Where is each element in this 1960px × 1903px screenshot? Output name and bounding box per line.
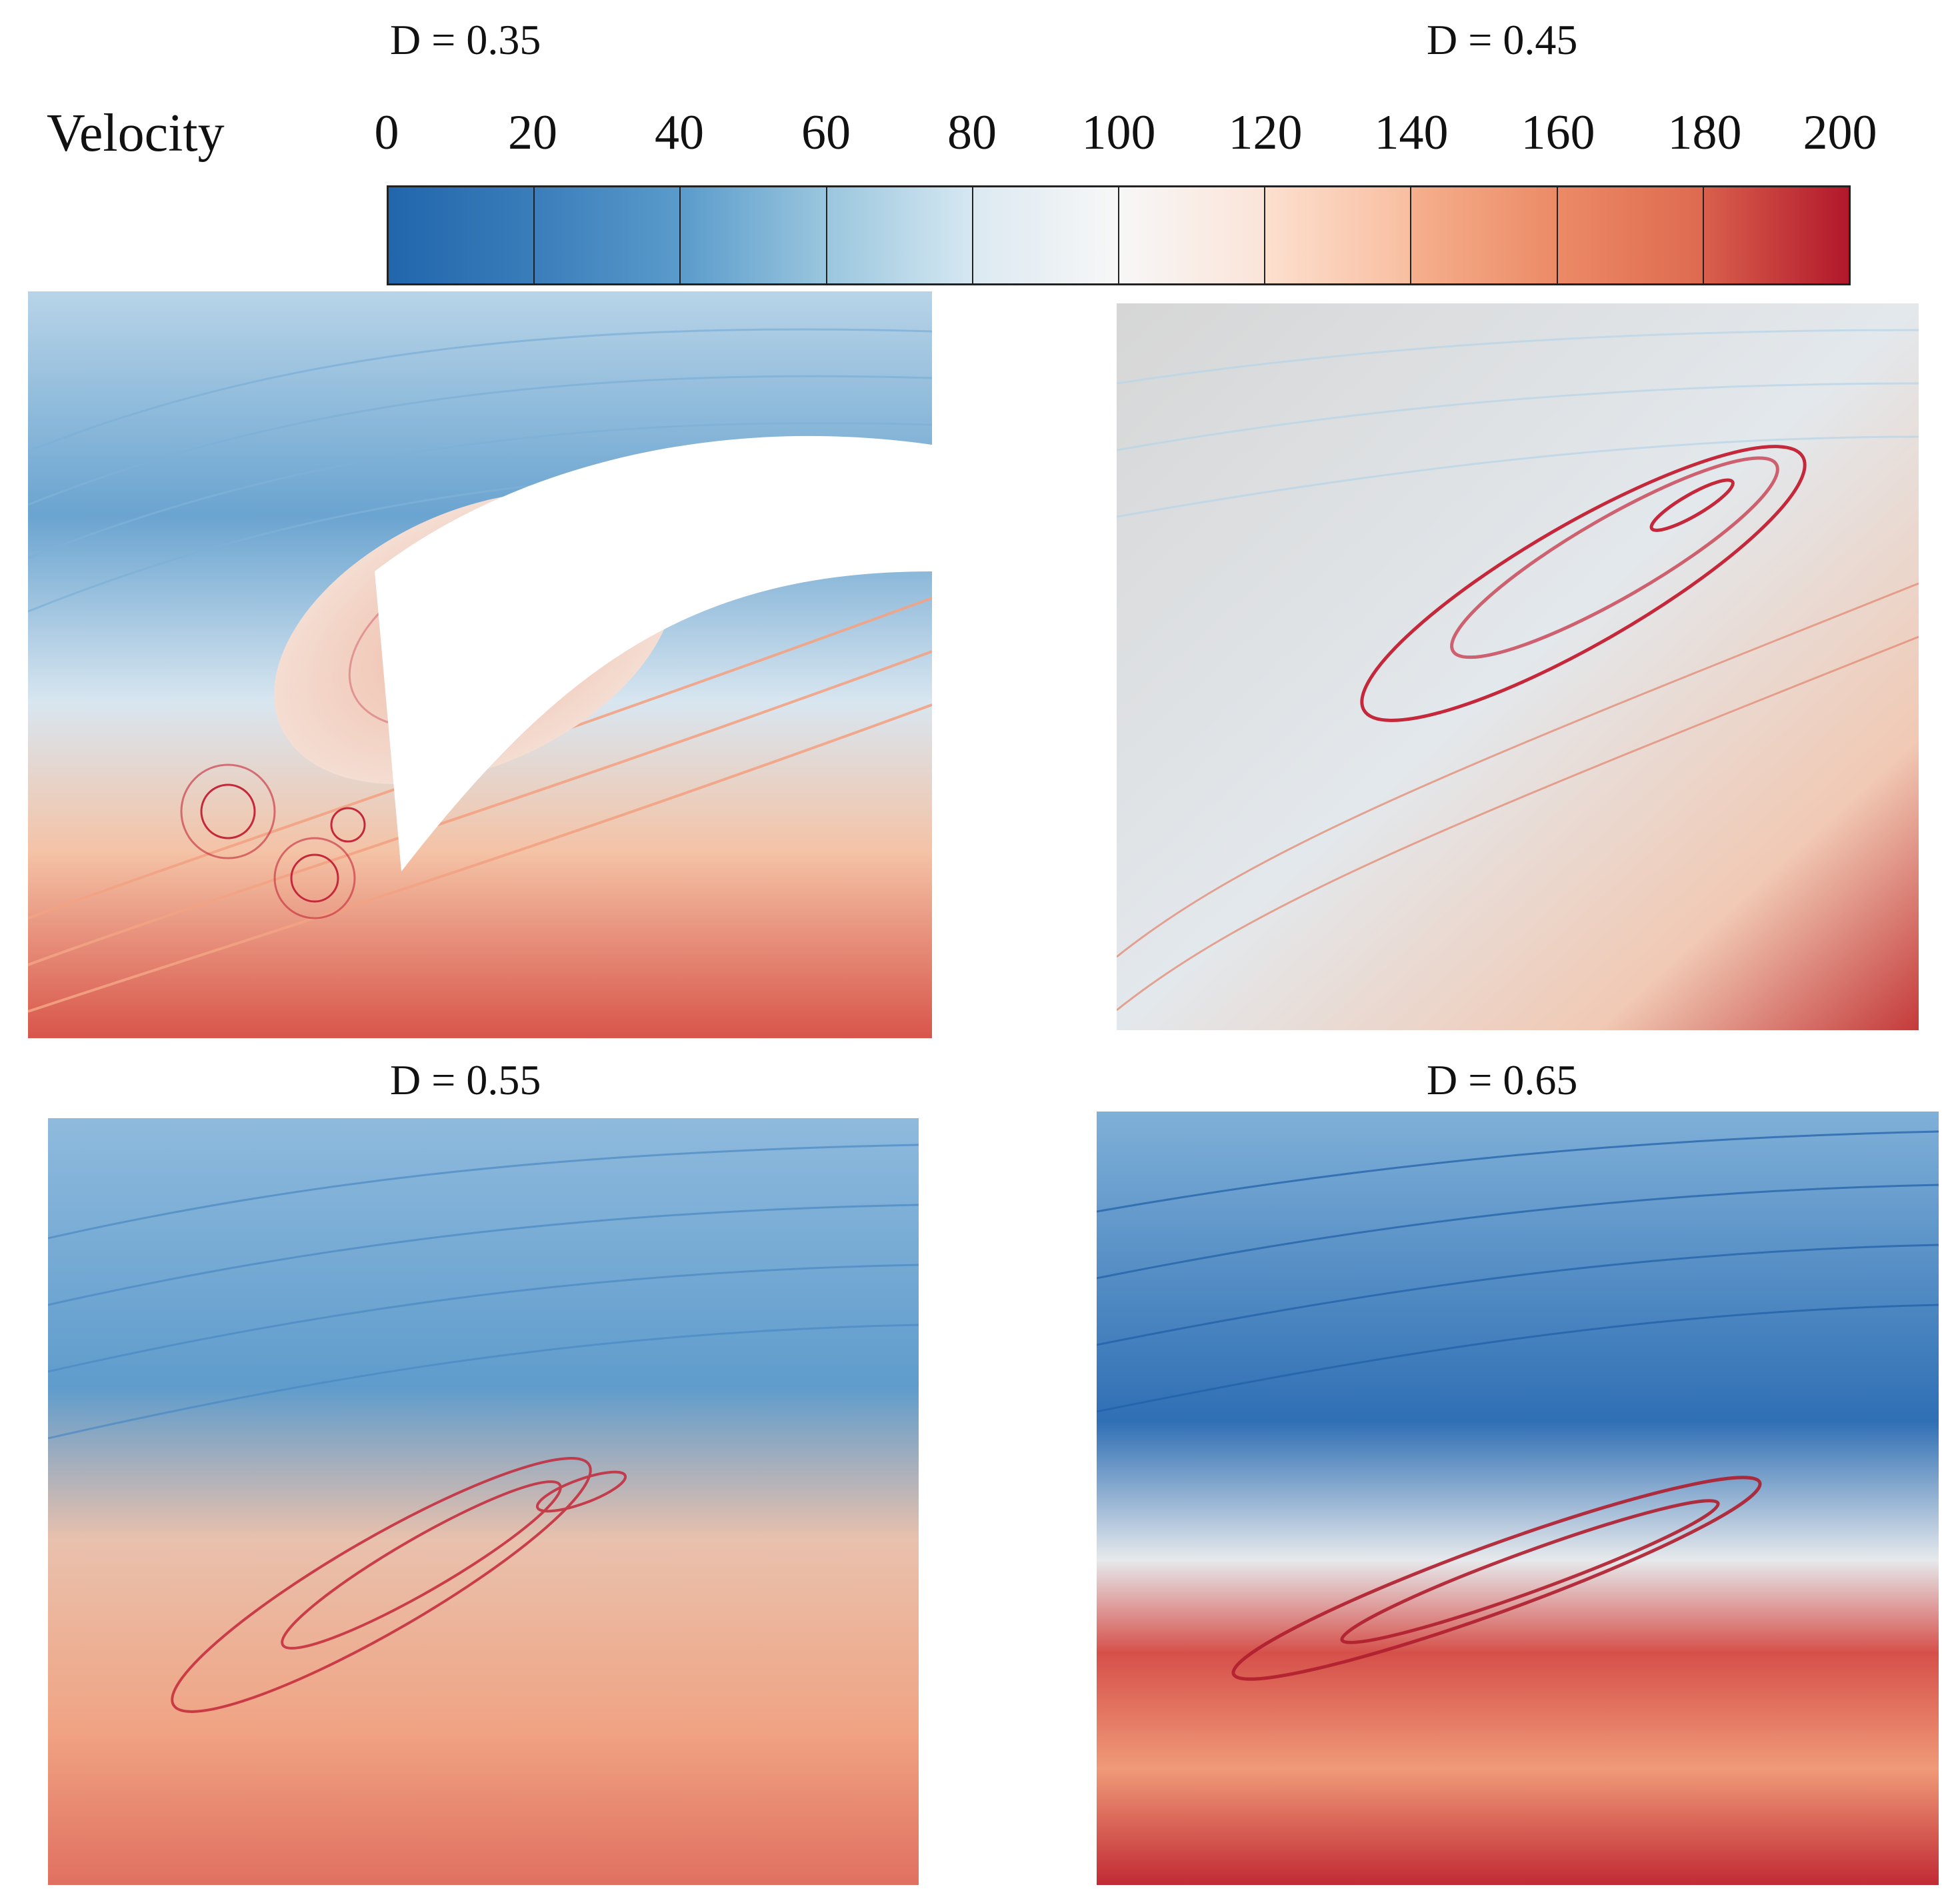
colorbar-segment — [681, 187, 827, 283]
colorbar-tick: 80 — [947, 105, 997, 160]
panel-label-d055: D = 0.55 — [390, 1056, 541, 1104]
streamline-plot-d045 — [1117, 303, 1919, 1030]
colorbar-segment — [389, 187, 535, 283]
colorbar-title: Velocity — [47, 104, 225, 163]
colorbar-segment — [827, 187, 973, 283]
panel-label-d065: D = 0.65 — [1427, 1056, 1578, 1104]
colorbar-segment — [1703, 187, 1849, 283]
colorbar-segment — [1557, 187, 1704, 283]
panel-label-d045: D = 0.45 — [1427, 16, 1578, 63]
colorbar-tick: 180 — [1667, 105, 1742, 160]
colorbar-tick: 160 — [1521, 105, 1595, 160]
colorbar-tick: 60 — [801, 105, 851, 160]
velocity-colorbar — [387, 185, 1851, 285]
colorbar-segment — [1265, 187, 1412, 283]
colorbar-tick: 140 — [1374, 105, 1449, 160]
colorbar-tick: 200 — [1803, 105, 1877, 160]
colorbar-segment — [535, 187, 681, 283]
streamline-plot-d065 — [1097, 1112, 1939, 1885]
colorbar-tick: 20 — [508, 105, 557, 160]
colorbar-segment — [1411, 187, 1558, 283]
streamline-plot-d035 — [28, 291, 932, 1038]
streamline-plot-d055 — [48, 1118, 919, 1885]
colorbar-tick: 100 — [1081, 105, 1156, 160]
colorbar-tick: 40 — [655, 105, 704, 160]
panel-label-d035: D = 0.35 — [390, 16, 541, 63]
colorbar-segment — [1119, 187, 1266, 283]
colorbar-tick: 0 — [374, 105, 399, 160]
colorbar-tick: 120 — [1228, 105, 1303, 160]
colorbar-segment — [973, 187, 1120, 283]
